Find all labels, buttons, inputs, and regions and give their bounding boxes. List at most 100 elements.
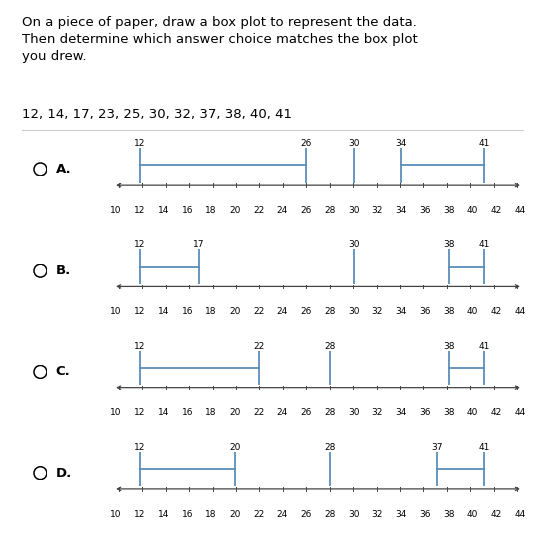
Text: 34: 34 <box>396 139 407 148</box>
Text: 20: 20 <box>229 307 240 316</box>
Text: 36: 36 <box>419 510 431 518</box>
Text: 20: 20 <box>229 510 240 518</box>
Text: 12: 12 <box>134 206 146 215</box>
Text: 12: 12 <box>134 139 146 148</box>
Text: 32: 32 <box>372 408 383 417</box>
Text: 12, 14, 17, 23, 25, 30, 32, 37, 38, 40, 41: 12, 14, 17, 23, 25, 30, 32, 37, 38, 40, … <box>22 108 292 121</box>
Text: 42: 42 <box>490 307 502 316</box>
Text: 44: 44 <box>515 307 526 316</box>
Text: 18: 18 <box>205 408 217 417</box>
Text: 36: 36 <box>419 206 431 215</box>
Text: 12: 12 <box>134 443 146 452</box>
Text: 41: 41 <box>479 240 490 249</box>
Text: 38: 38 <box>443 342 454 350</box>
Text: 22: 22 <box>253 510 264 518</box>
Text: 40: 40 <box>467 307 478 316</box>
Text: 14: 14 <box>158 408 169 417</box>
Text: 10: 10 <box>110 408 122 417</box>
Text: 14: 14 <box>158 307 169 316</box>
Text: 22: 22 <box>253 307 264 316</box>
Text: 14: 14 <box>158 510 169 518</box>
Text: 38: 38 <box>443 240 454 249</box>
Text: 34: 34 <box>396 206 407 215</box>
Text: 17: 17 <box>194 240 205 249</box>
Text: 28: 28 <box>324 342 336 350</box>
Text: 44: 44 <box>515 408 526 417</box>
Text: 28: 28 <box>324 408 336 417</box>
Text: 32: 32 <box>372 206 383 215</box>
Text: 32: 32 <box>372 510 383 518</box>
Text: 26: 26 <box>300 307 312 316</box>
Text: On a piece of paper, draw a box plot to represent the data.
Then determine which: On a piece of paper, draw a box plot to … <box>22 16 417 63</box>
Text: 41: 41 <box>479 342 490 350</box>
Text: B.: B. <box>56 264 71 277</box>
Text: 18: 18 <box>205 510 217 518</box>
Text: 40: 40 <box>467 206 478 215</box>
Text: 30: 30 <box>348 307 360 316</box>
Text: 22: 22 <box>253 342 264 350</box>
Text: 28: 28 <box>324 510 336 518</box>
Text: 41: 41 <box>479 139 490 148</box>
Text: 26: 26 <box>300 206 312 215</box>
Text: D.: D. <box>56 467 72 480</box>
Text: 16: 16 <box>182 510 193 518</box>
Text: 28: 28 <box>324 307 336 316</box>
Text: 22: 22 <box>253 206 264 215</box>
Text: 30: 30 <box>348 240 360 249</box>
Text: 28: 28 <box>324 206 336 215</box>
Text: 12: 12 <box>134 240 146 249</box>
Text: 16: 16 <box>182 408 193 417</box>
Text: 24: 24 <box>277 307 288 316</box>
Text: 20: 20 <box>229 408 240 417</box>
Text: 37: 37 <box>431 443 443 452</box>
Text: 32: 32 <box>372 307 383 316</box>
Text: 38: 38 <box>443 408 454 417</box>
Text: 24: 24 <box>277 408 288 417</box>
Text: 30: 30 <box>348 139 360 148</box>
Text: 34: 34 <box>396 307 407 316</box>
Text: 16: 16 <box>182 307 193 316</box>
Text: 38: 38 <box>443 510 454 518</box>
Text: 12: 12 <box>134 342 146 350</box>
Text: 24: 24 <box>277 510 288 518</box>
Text: 20: 20 <box>229 206 240 215</box>
Text: 38: 38 <box>443 206 454 215</box>
Text: 42: 42 <box>490 206 502 215</box>
Text: 10: 10 <box>110 510 122 518</box>
Text: 34: 34 <box>396 408 407 417</box>
Text: 26: 26 <box>300 510 312 518</box>
Text: A.: A. <box>56 163 71 176</box>
Text: 22: 22 <box>253 408 264 417</box>
Text: 20: 20 <box>229 443 240 452</box>
Text: 10: 10 <box>110 307 122 316</box>
Text: 44: 44 <box>515 206 526 215</box>
Text: 26: 26 <box>300 408 312 417</box>
Text: 12: 12 <box>134 510 146 518</box>
Text: 30: 30 <box>348 510 360 518</box>
Text: 26: 26 <box>300 139 312 148</box>
Text: 36: 36 <box>419 408 431 417</box>
Text: 30: 30 <box>348 206 360 215</box>
Text: 36: 36 <box>419 307 431 316</box>
Text: 18: 18 <box>205 307 217 316</box>
Text: 42: 42 <box>490 510 502 518</box>
Text: 16: 16 <box>182 206 193 215</box>
Text: 44: 44 <box>515 510 526 518</box>
Text: 34: 34 <box>396 510 407 518</box>
Text: 40: 40 <box>467 408 478 417</box>
Text: 12: 12 <box>134 408 146 417</box>
Text: 40: 40 <box>467 510 478 518</box>
Text: 10: 10 <box>110 206 122 215</box>
Text: 24: 24 <box>277 206 288 215</box>
Text: C.: C. <box>56 366 70 379</box>
Text: 12: 12 <box>134 307 146 316</box>
Text: 38: 38 <box>443 307 454 316</box>
Bar <box>235 444 437 494</box>
Bar <box>259 343 449 393</box>
Bar <box>199 242 449 292</box>
Text: 42: 42 <box>490 408 502 417</box>
Text: 18: 18 <box>205 206 217 215</box>
Text: 30: 30 <box>348 408 360 417</box>
Text: 28: 28 <box>324 443 336 452</box>
Text: 14: 14 <box>158 206 169 215</box>
